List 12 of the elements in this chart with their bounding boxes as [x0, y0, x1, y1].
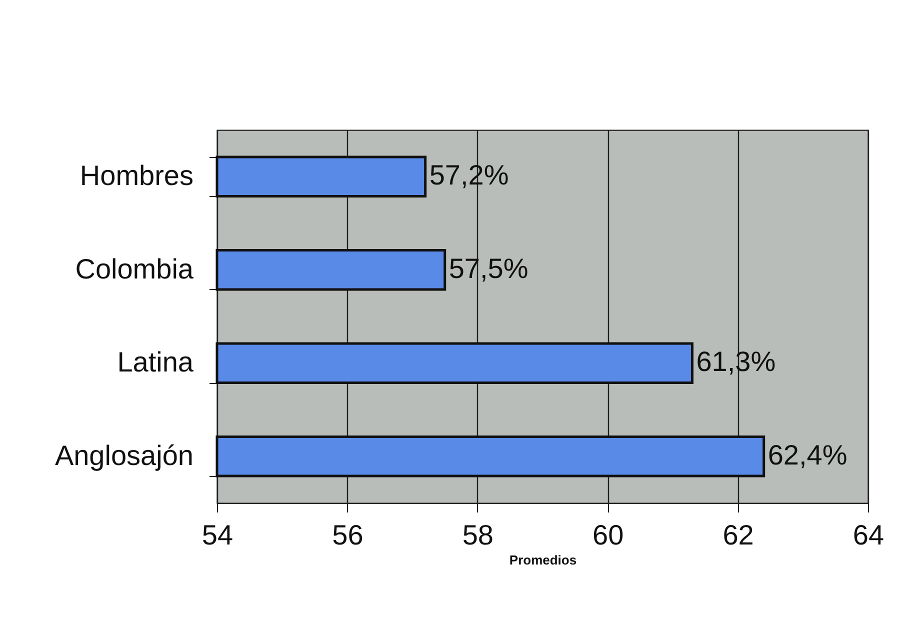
x-tick-label: 54 — [202, 520, 234, 550]
x-axis-title: Promedios — [509, 552, 577, 568]
x-tick-label: 58 — [462, 520, 494, 550]
x-tick-label: 60 — [592, 520, 624, 550]
x-tick-label: 56 — [332, 520, 364, 550]
y-tick-label: Latina — [117, 346, 194, 378]
y-tick-label: Colombia — [75, 253, 194, 284]
data-label: 62,4% — [768, 439, 848, 470]
y-tick-label: Anglosajón — [54, 440, 194, 471]
x-tick-label: 64 — [852, 520, 884, 550]
x-tick-label: 62 — [722, 520, 754, 550]
y-tick-label: Hombres — [80, 160, 194, 192]
